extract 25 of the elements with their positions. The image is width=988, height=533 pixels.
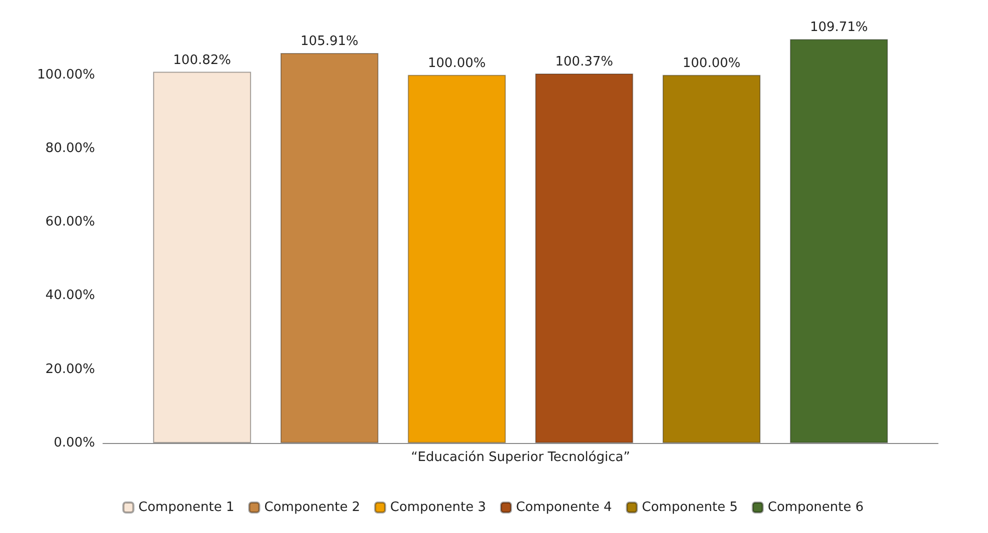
y-tick-label: 0.00% [54, 436, 95, 450]
data-label: 100.00% [682, 56, 740, 71]
legend-label: Componente 2 [264, 500, 360, 515]
data-label: 100.82% [173, 52, 232, 68]
y-tick-label: 100.00% [37, 67, 95, 82]
bar [662, 74, 761, 443]
legend-label: Componente 3 [390, 500, 486, 515]
legend-label: Componente 5 [642, 500, 738, 515]
data-label: 105.91% [300, 34, 358, 50]
legend-label: Componente 1 [138, 500, 234, 515]
bar [408, 74, 506, 443]
y-tick-label: 20.00% [45, 362, 95, 377]
bar [153, 72, 252, 443]
bar [280, 53, 378, 443]
y-tick-label: 80.00% [45, 140, 95, 156]
bar [790, 39, 888, 443]
y-tick-label: 40.00% [45, 288, 95, 304]
y-tick-label: 60.00% [45, 214, 95, 230]
bar [535, 73, 634, 443]
x-tick-label: “Educación Superior Tecnológica” [410, 450, 630, 465]
legend-label: Componente 6 [768, 500, 864, 515]
legend-label: Componente 4 [516, 500, 612, 515]
data-label: 100.00% [428, 56, 486, 71]
data-label: 109.71% [810, 20, 868, 36]
data-label: 100.37% [555, 54, 614, 70]
